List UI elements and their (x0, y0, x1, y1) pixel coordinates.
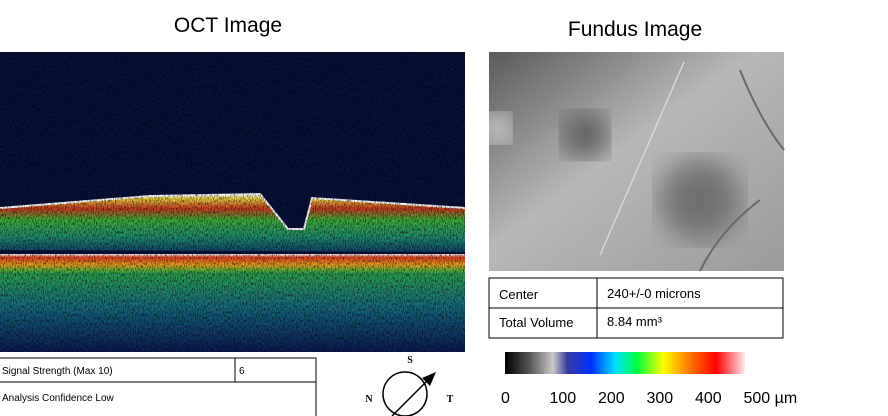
oct-title: OCT Image (174, 14, 282, 37)
signal-table: Signal Strength (Max 10) 6 Analysis Conf… (0, 357, 317, 416)
oct-image (0, 52, 466, 352)
cell: Center (499, 287, 539, 302)
color-scale: 0 100 200 300 400 500 µm (501, 352, 797, 407)
fundus-title: Fundus Image (568, 18, 702, 41)
cell: 6 (239, 366, 245, 377)
compass-label: N (365, 394, 373, 405)
scale-tick-label: 0 (501, 390, 510, 407)
cell: Analysis Confidence Low (2, 393, 115, 404)
compass: S N T (365, 355, 454, 416)
cell: Signal Strength (Max 10) (2, 366, 113, 377)
cell: Total Volume (499, 315, 573, 330)
compass-label: S (407, 355, 413, 366)
scale-tick-label: 300 (647, 390, 674, 407)
scale-tick-label: 200 (598, 390, 625, 407)
cell: 240+/-0 microns (607, 286, 701, 301)
scale-tick-label: 100 (550, 390, 577, 407)
cell: 8.84 mm³ (607, 314, 663, 329)
scale-tick-label: 400 (695, 390, 722, 407)
scale-tick-label: 500 µm (744, 390, 798, 407)
compass-label: T (447, 394, 454, 405)
measurements-table: Center 240+/-0 microns Total Volume 8.84… (488, 277, 784, 339)
fundus-image (482, 52, 785, 272)
